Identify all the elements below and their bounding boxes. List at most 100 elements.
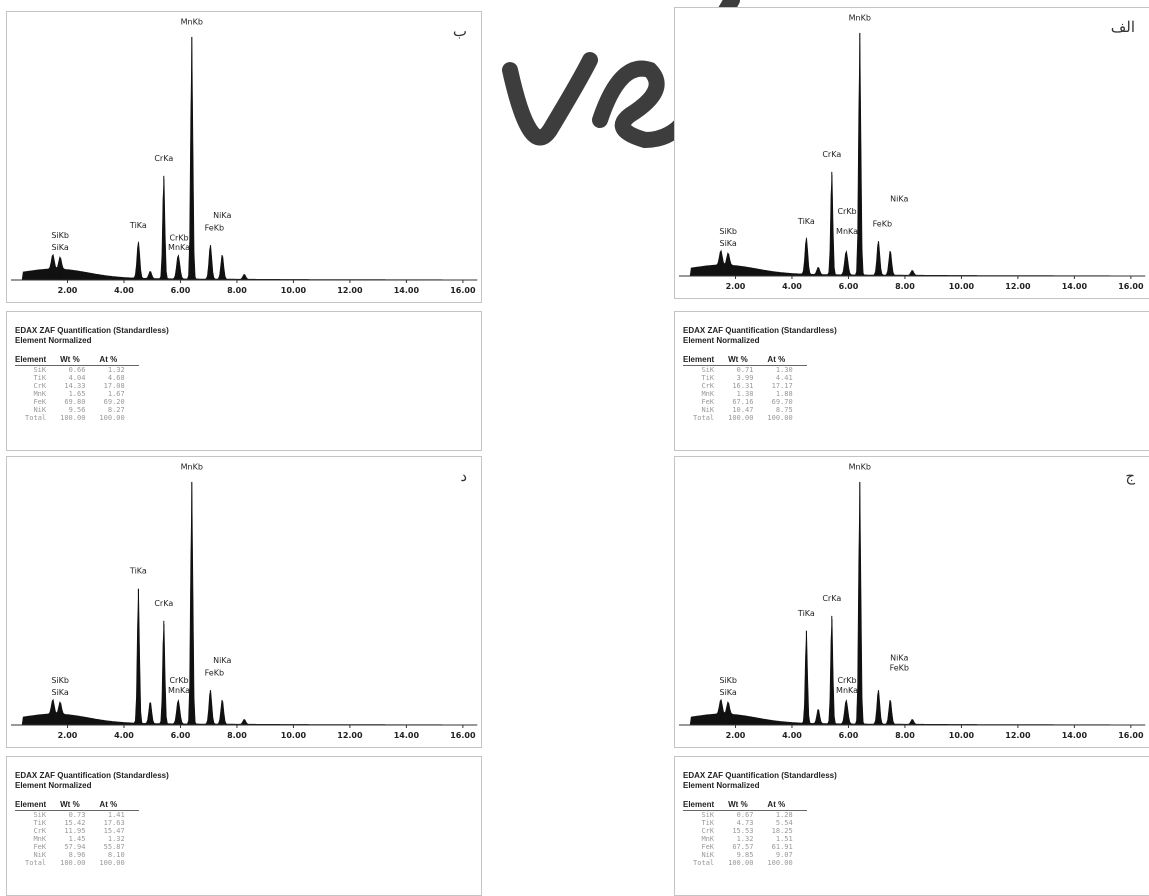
peak-label: SiKa [51,688,68,697]
peak-label: CrKb [169,233,188,242]
table-row: NiK 10.47 8.75 [683,406,807,414]
table-cell: 9.07 [775,851,793,859]
quant-subtitle-line: Element Normalized [683,781,760,790]
x-tick-label: 10.00 [281,286,307,295]
table-header-cell: Element [15,801,61,811]
table-row: CrK 15.53 18.25 [683,827,807,835]
table-cell: 69.20 [103,398,125,406]
x-tick-label: 10.00 [281,731,307,740]
table-cell: CrK [33,827,47,835]
x-tick-label: 8.00 [227,286,247,295]
x-tick-label: 12.00 [1005,731,1031,740]
table-cell: 1.32 [736,835,754,843]
table-row: NiK 9.56 8.27 [15,406,139,414]
table-header-row: Element Wt % At % [15,356,139,366]
table-cell: 100.00 [767,859,793,867]
peak-label: SiKa [719,688,736,697]
spectrum-svg: ج 2.00 4.00 6.00 8.00 10.00 12.00 14.00 16.00 SiK… [679,457,1146,740]
peak-label: SiKb [51,231,69,240]
peak-label: SiKb [51,676,69,685]
table-cell: Total [693,859,715,867]
table-cell: 17.63 [103,819,125,827]
x-tick-label: 4.00 [114,731,134,740]
x-tick-label: 14.00 [1062,731,1088,740]
table-cell: 0.71 [736,366,754,374]
quantification-box: EDAX ZAF Quantification (Standardless) E… [6,756,482,896]
peak-label: FeKa [182,12,201,14]
table-cell: 4.04 [68,374,86,382]
quant-subtitle-line: Element Normalized [15,781,92,790]
table-cell: 1.67 [107,390,125,398]
table-row: SiK 0.66 1.32 [15,366,139,375]
table-row: MnK 1.32 1.51 [683,835,807,843]
spectrum-chart: الف 2.00 4.00 6.00 8.00 10.00 12.00 14.00 16.00 S… [674,7,1149,299]
peak-label: TiKa [129,567,147,576]
peak-label: CrKa [154,599,173,608]
peak-label: CrKb [837,207,856,216]
table-row: TiK 4.04 4.68 [15,374,139,382]
table-cell: SiK [33,366,47,374]
spectrum-svg: ب 2.00 4.00 6.00 8.00 10.00 12.00 14.00 16.00 SiK… [11,12,478,295]
quant-table: Element Wt % At % SiK 0.66 1.32 TiK 4.04 4.68 CrK… [15,356,139,422]
table-cell: SiK [701,811,715,819]
table-header-row: Element Wt % At % [683,801,807,811]
table-cell: SiK [701,366,715,374]
table-header-cell: Wt % [728,801,768,811]
table-row: NiK 8.96 8.10 [15,851,139,859]
x-tick-label: 6.00 [839,731,859,740]
table-row: Total 100.00 100.00 [683,859,807,867]
quant-subtitle-line: Element Normalized [683,336,760,345]
table-cell: 8.75 [775,406,793,414]
x-tick-label: 8.00 [895,282,915,291]
table-cell: 17.17 [771,382,793,390]
table-row: SiK 0.67 1.28 [683,811,807,820]
table-row: MnK 1.45 1.32 [15,835,139,843]
x-tick-label: 2.00 [726,731,746,740]
table-cell: 1.38 [736,390,754,398]
table-cell: 61.91 [771,843,793,851]
peak-label: FeKa [850,8,869,10]
peak-label: FeKb [205,668,224,677]
table-cell: FeK [33,843,47,851]
table-cell: Total [693,414,715,422]
table-cell: SiK [33,811,47,819]
table-row: FeK 57.94 55.87 [15,843,139,851]
x-tick-label: 4.00 [114,286,134,295]
x-tick-label: 14.00 [394,286,420,295]
x-tick-label: 6.00 [171,286,191,295]
table-row: TiK 3.99 4.41 [683,374,807,382]
quant-title: EDAX ZAF Quantification (Standardless) E… [15,326,169,346]
table-cell: NiK [33,851,47,859]
x-tick-label: 16.00 [450,286,476,295]
quant-table: Element Wt % At % SiK 0.73 1.41 TiK 15.42 17.63 C… [15,801,139,867]
table-cell: 100.00 [728,859,754,867]
table-cell: 67.16 [732,398,754,406]
table-cell: 8.96 [68,851,86,859]
x-tick-label: 16.00 [1118,282,1144,291]
table-row: CrK 14.33 17.08 [15,382,139,390]
peak-label: MnKb [181,463,203,472]
quant-title-line: EDAX ZAF Quantification (Standardless) [683,771,837,780]
peak-label: NiKa [890,654,908,663]
table-row: CrK 11.95 15.47 [15,827,139,835]
table-cell: FeK [701,398,715,406]
spectrum-trace [11,481,478,726]
x-tick-label: 2.00 [58,731,78,740]
table-row: MnK 1.65 1.67 [15,390,139,398]
x-tick-label: 14.00 [1062,282,1088,291]
quantification-box: EDAX ZAF Quantification (Standardless) E… [6,311,482,451]
x-tick-label: 14.00 [394,731,420,740]
peak-label: MnKb [849,463,871,472]
x-tick-label: 2.00 [58,286,78,295]
x-tick-label: 4.00 [782,282,802,291]
panel-label: الف [1111,18,1135,36]
table-cell: 9.56 [68,406,86,414]
table-cell: MnK [701,390,715,398]
peak-label: CrKa [154,154,173,163]
x-tick-label: 4.00 [782,731,802,740]
table-cell: 1.41 [107,811,125,819]
table-cell: 9.85 [736,851,754,859]
peak-label: FeKa [850,457,869,459]
quant-subtitle-line: Element Normalized [15,336,92,345]
table-cell: NiK [701,406,715,414]
